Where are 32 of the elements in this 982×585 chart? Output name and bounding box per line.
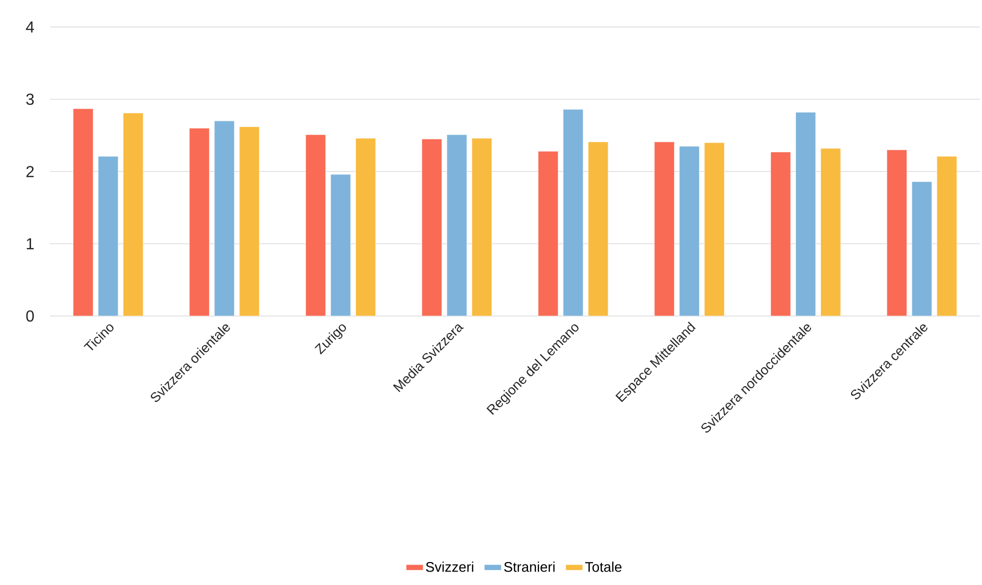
bar	[472, 138, 492, 316]
bar	[886, 150, 908, 316]
bar	[588, 142, 608, 316]
legend-label: Svizzeri	[426, 562, 474, 572]
y-tick-label: 1	[26, 238, 34, 250]
bar	[654, 142, 675, 316]
bar	[912, 181, 932, 316]
bar	[936, 156, 958, 316]
bar	[704, 142, 725, 316]
legend-label: Stranieri	[504, 562, 555, 572]
bar	[355, 138, 376, 316]
y-tick-label: 4	[26, 22, 34, 32]
bar	[538, 151, 558, 316]
legend-label: Totale	[585, 562, 622, 572]
y-tick-label: 0	[26, 310, 34, 322]
bar	[305, 134, 326, 316]
bar	[770, 152, 791, 316]
bar	[214, 120, 235, 316]
bar	[795, 112, 816, 316]
y-tick-label: 3	[26, 94, 34, 105]
bar	[422, 138, 442, 316]
bar	[239, 126, 260, 316]
bar	[122, 112, 144, 316]
bar	[446, 134, 468, 316]
bar	[98, 156, 118, 316]
bar	[679, 146, 700, 316]
bar	[330, 174, 351, 316]
y-tick-label: 2	[26, 166, 34, 178]
bar	[820, 148, 841, 316]
bar	[189, 128, 210, 316]
bar	[562, 109, 584, 316]
bar	[72, 108, 94, 316]
